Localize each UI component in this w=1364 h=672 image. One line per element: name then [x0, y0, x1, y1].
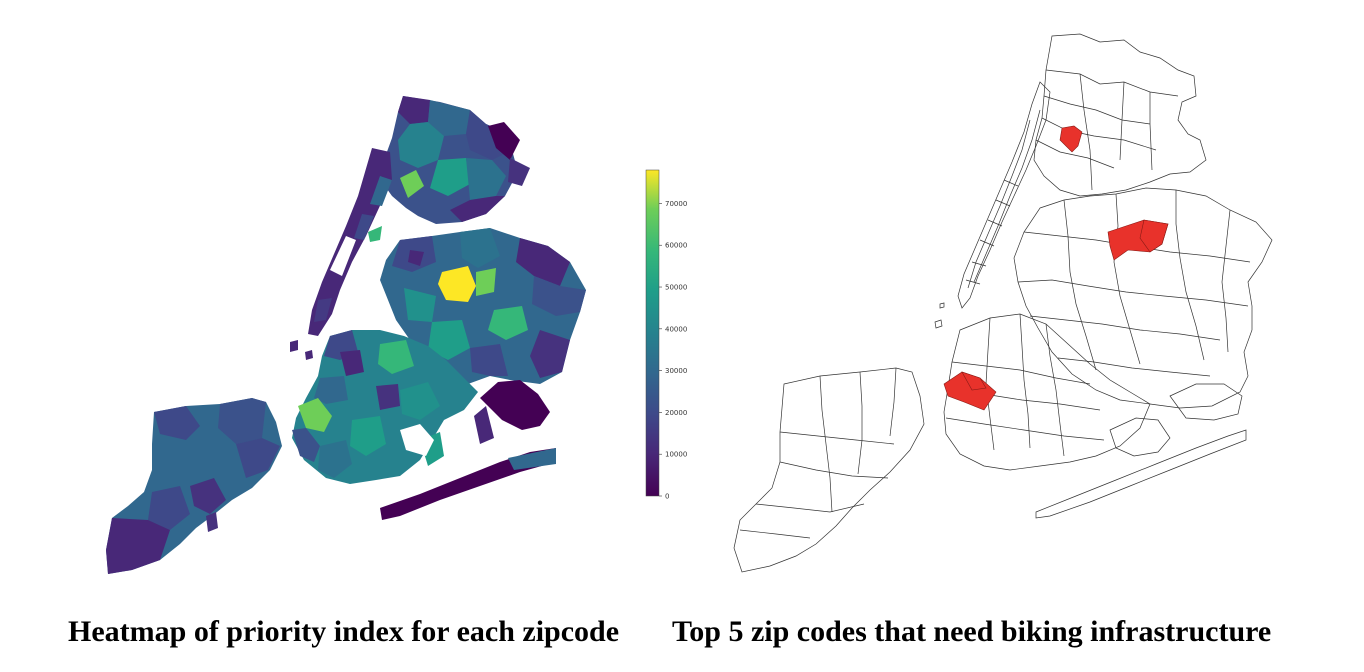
- queens-zone: [428, 320, 470, 360]
- colorbar-tick-label: 70000: [665, 200, 687, 208]
- manhattan-zone: [354, 214, 374, 240]
- colorbar-tick-label: 30000: [665, 367, 687, 375]
- brooklyn-zone: [378, 340, 414, 374]
- bronx-zone: [398, 96, 430, 124]
- bronx-zone: [398, 122, 444, 168]
- colorbar-tick-label: 50000: [665, 284, 687, 292]
- staten-island-zone: [154, 406, 200, 440]
- colorbar: 0 10000 20000 30000 40000 50000 60000 70000: [645, 169, 687, 501]
- heatmap-map: [106, 96, 586, 574]
- staten-island-zone: [106, 518, 170, 574]
- outline-map: [733, 33, 1273, 573]
- highlighted-zips: [943, 125, 1169, 411]
- queens-zone: [476, 268, 496, 296]
- staten-island-zone: [218, 398, 266, 444]
- staten-island-outline: [733, 367, 925, 573]
- highlighted-zip-brooklyn: [961, 371, 987, 391]
- queens-zone: [470, 344, 508, 376]
- bronx-outline: [1033, 33, 1207, 197]
- queens-zone: [488, 306, 528, 340]
- queens-outline-inner: [1017, 190, 1251, 377]
- brooklyn-zone: [292, 428, 320, 462]
- staten-island-zone: [206, 512, 218, 532]
- manhattan-zone: [330, 236, 356, 276]
- bronx-zone: [488, 122, 520, 160]
- brooklyn-zone: [318, 440, 352, 478]
- colorbar-tick-label: 60000: [665, 242, 687, 250]
- staten-island-zone: [236, 438, 280, 478]
- colorbar-tick-label: 10000: [665, 451, 687, 459]
- queens-zone: [404, 288, 436, 322]
- bronx-zone: [428, 100, 470, 136]
- bronx-outline-inner: [1035, 69, 1179, 191]
- brooklyn-zone: [340, 350, 364, 376]
- queens-outline: [1013, 187, 1273, 409]
- queens-zone: [530, 330, 570, 378]
- jfk-outline: [1169, 383, 1243, 421]
- rockaway-zone: [474, 406, 494, 444]
- brooklyn-zone: [298, 398, 332, 432]
- queens-zone: [438, 266, 476, 302]
- queens-zone: [460, 228, 500, 268]
- colorbar-tick-label: 0: [665, 493, 669, 501]
- staten-island-zone: [190, 478, 226, 514]
- jamaica-bay: [400, 424, 434, 456]
- small-island-outline: [934, 319, 943, 329]
- rockaway-outline: [1035, 429, 1247, 519]
- bronx-zone: [450, 196, 505, 222]
- colorbar-tick-label: 40000: [665, 325, 687, 333]
- governors-island: [290, 340, 298, 352]
- brooklyn-zone: [314, 376, 348, 404]
- colorbar-tick-label: 20000: [665, 409, 687, 417]
- manhattan-zone: [314, 298, 332, 322]
- top-zipcodes-caption: Top 5 zip codes that need biking infrast…: [672, 615, 1272, 648]
- colorbar-gradient: [645, 169, 660, 497]
- small-island-outline: [939, 302, 945, 309]
- brooklyn-zone: [400, 382, 440, 420]
- highlighted-zip-bronx: [1059, 125, 1083, 153]
- colorbar-ticks: 0 10000 20000 30000 40000 50000 60000 70000: [659, 200, 687, 501]
- bronx-zone: [508, 158, 530, 186]
- small-island: [305, 350, 313, 360]
- highlighted-zip-queens: [1139, 219, 1169, 253]
- heatmap-caption: Heatmap of priority index for each zipco…: [68, 615, 620, 648]
- jamaica-bay-outline: [1109, 417, 1171, 457]
- brooklyn-zone: [376, 384, 400, 410]
- brooklyn-outline: [943, 313, 1151, 471]
- queens-zone: [516, 238, 570, 286]
- manhattan-outline-inner: [965, 109, 1041, 289]
- bronx-zone: [466, 158, 506, 200]
- rockaway-zone: [508, 448, 556, 470]
- queens-zone: [532, 276, 586, 316]
- queens-zone: [408, 250, 424, 266]
- jamaica-bay: [446, 414, 474, 448]
- staten-island-zone: [148, 486, 190, 530]
- bronx-zone: [400, 170, 424, 198]
- manhattan-zone: [370, 176, 392, 206]
- jfk-zone: [480, 380, 550, 430]
- manhattan-zone: [368, 226, 382, 242]
- staten-island-outline-inner: [739, 367, 897, 539]
- bronx-zone: [430, 158, 470, 196]
- manhattan-outline: [957, 81, 1051, 309]
- brooklyn-zone: [350, 416, 386, 456]
